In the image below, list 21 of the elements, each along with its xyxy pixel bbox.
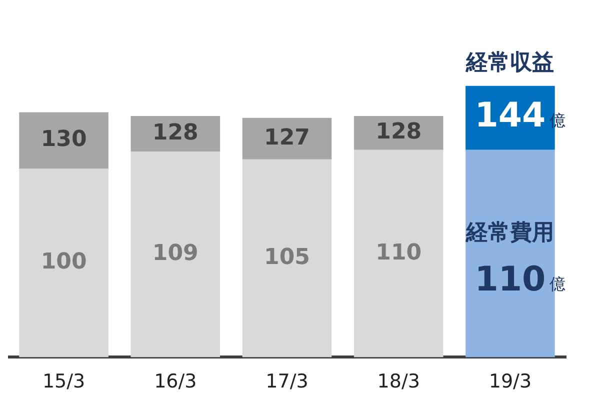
data-label: 100 [40, 250, 87, 275]
bar [354, 150, 444, 358]
total-label: 130 [40, 127, 87, 152]
data-label: 105 [264, 244, 310, 270]
x-tick-label: 17/3 [266, 370, 308, 393]
data-label: 110 [376, 240, 422, 266]
bar [242, 118, 332, 160]
total-label: 127 [264, 125, 310, 150]
series-label: 経常費用 [465, 220, 554, 246]
bar [130, 152, 220, 358]
total-label: 128 [376, 120, 422, 145]
x-tick-label: 19/3 [488, 370, 532, 393]
bar [19, 112, 108, 169]
total-label: 128 [152, 120, 198, 146]
series-label: 経常収益 [465, 50, 554, 76]
x-tick-label: 15/3 [42, 370, 86, 393]
bar [19, 168, 108, 358]
data-label: 109 [152, 241, 198, 266]
bar [242, 159, 332, 358]
x-tick-label: 16/3 [154, 370, 197, 393]
x-tick-label: 18/3 [377, 370, 420, 393]
